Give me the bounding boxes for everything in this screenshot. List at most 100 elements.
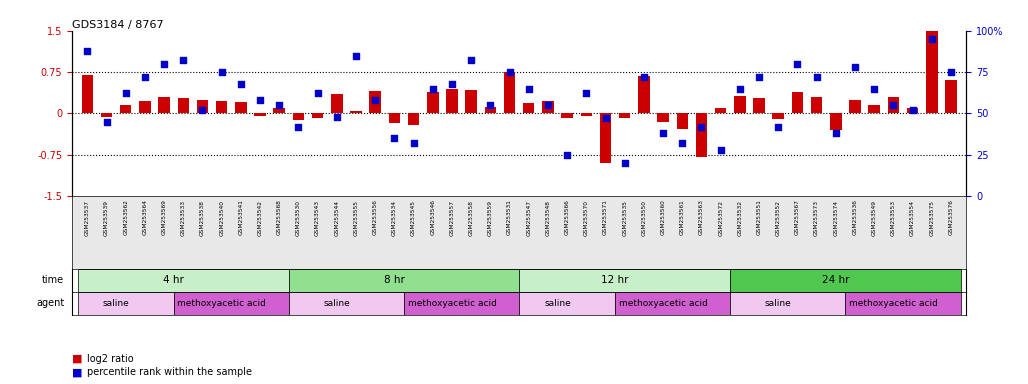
Text: GSM253559: GSM253559 — [488, 200, 492, 235]
Bar — [389, 113, 400, 123]
Point — [635, 74, 652, 80]
Bar — [519, 292, 615, 315]
Bar — [561, 113, 573, 118]
Text: GSM253568: GSM253568 — [277, 200, 282, 235]
Bar — [830, 113, 842, 130]
Bar — [174, 292, 289, 315]
Bar — [887, 97, 900, 113]
Bar — [484, 107, 497, 113]
Bar — [351, 111, 362, 113]
Text: GSM253562: GSM253562 — [123, 200, 128, 235]
Bar — [311, 113, 324, 118]
Text: 12 hr: 12 hr — [601, 275, 629, 285]
Point — [271, 102, 288, 108]
Bar — [427, 93, 439, 113]
Text: GSM253533: GSM253533 — [181, 200, 186, 235]
Bar — [792, 93, 803, 113]
Bar — [676, 113, 688, 129]
Bar — [542, 101, 554, 113]
Bar — [446, 89, 457, 113]
Point — [520, 86, 537, 92]
Text: saline: saline — [765, 299, 792, 308]
Bar — [139, 101, 151, 113]
Bar — [81, 75, 94, 113]
Point — [712, 147, 729, 153]
Text: 4 hr: 4 hr — [163, 275, 184, 285]
Text: GSM253570: GSM253570 — [584, 200, 589, 235]
Bar — [289, 269, 519, 292]
Text: GSM253541: GSM253541 — [238, 200, 244, 235]
Bar — [581, 113, 592, 116]
Text: methoxyacetic acid: methoxyacetic acid — [407, 299, 497, 308]
Text: GSM253572: GSM253572 — [719, 200, 723, 235]
Bar — [811, 97, 822, 113]
Bar — [78, 292, 174, 315]
Point — [214, 69, 230, 75]
Text: GSM253549: GSM253549 — [872, 200, 877, 235]
Bar — [730, 269, 960, 292]
Bar — [216, 101, 227, 113]
Point — [463, 57, 479, 63]
Bar — [196, 99, 209, 113]
Point — [885, 102, 902, 108]
Text: GSM253554: GSM253554 — [910, 200, 915, 235]
Bar — [754, 98, 765, 113]
Bar — [926, 28, 938, 113]
Point — [175, 57, 191, 63]
Point — [597, 115, 614, 121]
Text: GSM253539: GSM253539 — [104, 200, 109, 235]
Text: methoxyacetic acid: methoxyacetic acid — [849, 299, 938, 308]
Point — [79, 48, 96, 54]
Point — [923, 36, 940, 42]
Point — [790, 61, 806, 67]
Point — [905, 107, 921, 113]
Bar — [849, 99, 860, 113]
Bar — [254, 113, 266, 116]
Bar — [657, 113, 669, 122]
Point — [578, 90, 594, 96]
Point — [674, 140, 691, 146]
Bar — [638, 76, 650, 113]
Point — [425, 86, 441, 92]
Bar — [772, 113, 784, 119]
Text: GSM253560: GSM253560 — [661, 200, 665, 235]
Text: GSM253575: GSM253575 — [929, 200, 934, 235]
Text: GSM253567: GSM253567 — [795, 200, 800, 235]
Bar — [504, 72, 515, 113]
Text: GSM253550: GSM253550 — [641, 200, 647, 235]
Point — [693, 124, 709, 130]
Point — [502, 69, 518, 75]
Bar — [523, 103, 535, 113]
Bar — [619, 113, 630, 118]
Text: GSM253540: GSM253540 — [219, 200, 224, 235]
Point — [290, 124, 306, 130]
Text: log2 ratio: log2 ratio — [87, 354, 134, 364]
Bar — [599, 113, 612, 163]
Text: GSM253557: GSM253557 — [449, 200, 454, 235]
Bar — [466, 90, 477, 113]
Text: GSM253538: GSM253538 — [200, 200, 205, 235]
Bar — [369, 91, 381, 113]
Point — [617, 160, 633, 166]
Point — [405, 140, 421, 146]
Bar — [845, 292, 960, 315]
Text: GSM253548: GSM253548 — [546, 200, 550, 235]
Bar — [178, 98, 189, 113]
Point — [750, 74, 767, 80]
Bar — [235, 102, 247, 113]
Text: GSM253545: GSM253545 — [411, 200, 416, 235]
Point — [655, 130, 671, 136]
Text: GSM253530: GSM253530 — [296, 200, 301, 235]
Text: GSM253542: GSM253542 — [258, 200, 262, 235]
Point — [847, 64, 864, 70]
Text: GSM253547: GSM253547 — [526, 200, 531, 235]
Text: saline: saline — [103, 299, 130, 308]
Point — [732, 86, 748, 92]
Text: methoxyacetic acid: methoxyacetic acid — [619, 299, 707, 308]
Text: methoxyacetic acid: methoxyacetic acid — [177, 299, 266, 308]
Bar — [714, 108, 727, 113]
Text: 8 hr: 8 hr — [383, 275, 405, 285]
Text: ■: ■ — [72, 367, 82, 377]
Text: GSM253546: GSM253546 — [431, 200, 435, 235]
Text: GSM253569: GSM253569 — [161, 200, 167, 235]
